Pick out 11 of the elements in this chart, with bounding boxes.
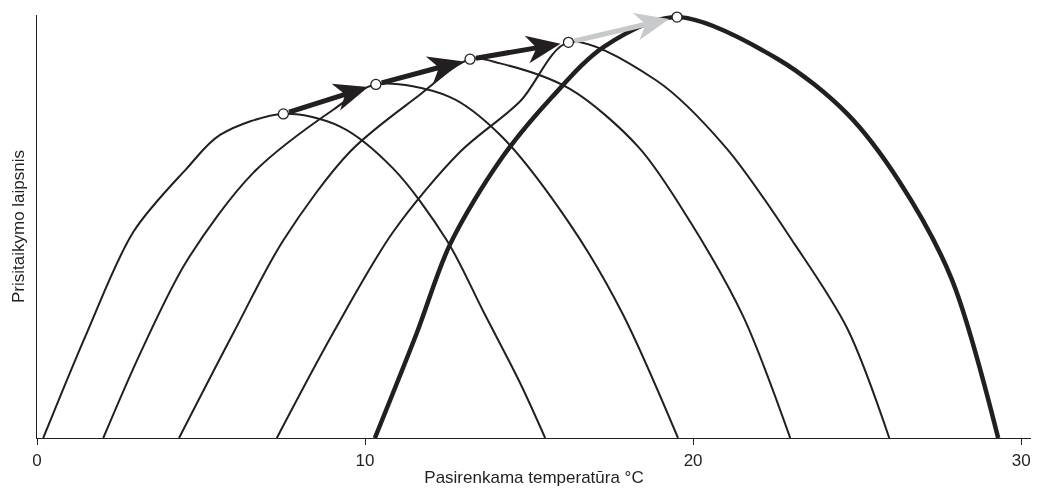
point <box>562 36 575 49</box>
point <box>277 108 290 120</box>
point <box>671 11 683 23</box>
point <box>370 78 382 91</box>
x-tick-label: 20 <box>683 450 703 470</box>
x-tick-label: 10 <box>355 450 375 470</box>
x-tick-label: 0 <box>32 450 42 470</box>
point <box>464 53 476 65</box>
y-axis-title: Prisitaikymo laipsnis <box>9 149 29 304</box>
x-axis-title: Pasirenkama temperatūra °C <box>424 467 644 487</box>
x-tick-label: 30 <box>1011 450 1031 470</box>
